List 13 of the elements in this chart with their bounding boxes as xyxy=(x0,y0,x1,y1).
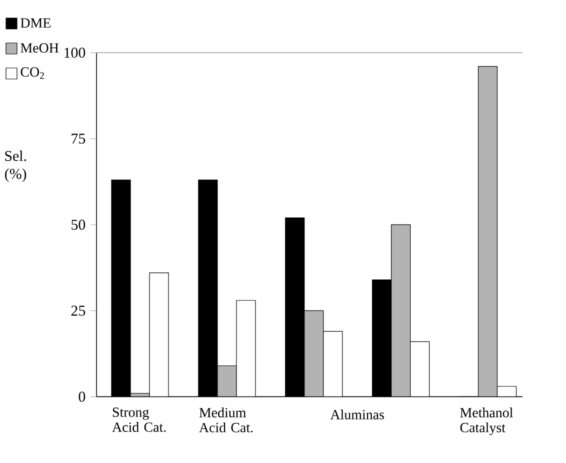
x-tick-label: Methanol Catalyst xyxy=(460,408,513,436)
y-tick-label: 50 xyxy=(72,220,86,230)
x-tick-label: Medium Acid Cat. xyxy=(199,408,253,432)
legend-label: CO$_{2}$ xyxy=(20,67,44,79)
y-tick-label: 100 xyxy=(64,48,86,58)
y-tick-label: 0 xyxy=(78,392,86,402)
text: Aluminas xyxy=(330,410,384,420)
y-tick-label: 75 xyxy=(72,134,86,144)
legend-label: MeOH xyxy=(20,43,59,53)
x-tick-label: Strong Acid Cat. xyxy=(112,408,166,432)
legend-label: DME xyxy=(20,18,50,28)
y-tick-label: 25 xyxy=(71,306,86,316)
y-axis-title: Sel. (%) xyxy=(5,150,26,182)
